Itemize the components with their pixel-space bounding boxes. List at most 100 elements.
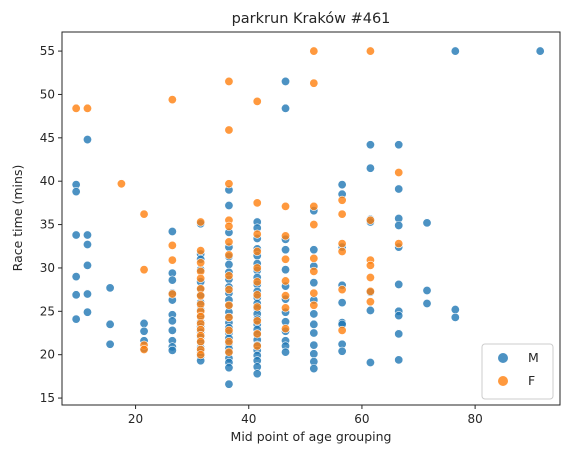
scatter-point-m: [82, 289, 92, 299]
scatter-point-m: [365, 163, 375, 173]
scatter-point-f: [309, 46, 319, 56]
scatter-point-f: [365, 46, 375, 56]
scatter-point-m: [71, 272, 81, 282]
scatter-point-m: [252, 369, 262, 379]
y-tick-label: 20: [40, 348, 55, 362]
scatter-point-f: [365, 215, 375, 225]
plot-border: [61, 31, 561, 406]
scatter-point-f: [252, 316, 262, 326]
scatter-point-f: [309, 288, 319, 298]
scatter-point-f: [337, 209, 347, 219]
plot-area: [61, 31, 561, 406]
scatter-point-m: [309, 364, 319, 374]
scatter-point-m: [309, 328, 319, 338]
scatter-point-m: [450, 305, 460, 315]
scatter-point-m: [394, 279, 404, 289]
y-tick-label: 45: [40, 131, 55, 145]
scatter-point-m: [422, 285, 432, 295]
scatter-point-f: [281, 231, 291, 241]
scatter-point-f: [116, 179, 126, 189]
scatter-point-f: [224, 300, 234, 310]
scatter-point-f: [394, 168, 404, 178]
x-tick-label: 40: [241, 412, 256, 426]
scatter-point-f: [309, 220, 319, 230]
legend-swatch-f: [498, 376, 508, 386]
scatter-point-m: [309, 309, 319, 319]
scatter-point-m: [167, 345, 177, 355]
x-tick-label: 60: [354, 412, 369, 426]
scatter-point-m: [167, 325, 177, 335]
scatter-point-f: [224, 285, 234, 295]
scatter-point-m: [167, 316, 177, 326]
scatter-point-f: [252, 229, 262, 239]
scatter-point-f: [337, 246, 347, 256]
y-tick-label: 35: [40, 218, 55, 232]
x-axis-label: Mid point of age grouping: [231, 429, 392, 444]
scatter-point-m: [281, 265, 291, 275]
scatter-point-f: [365, 260, 375, 270]
scatter-point-f: [71, 103, 81, 113]
y-tick-label: 55: [40, 44, 55, 58]
scatter-point-f: [309, 78, 319, 88]
scatter-point-f: [252, 341, 262, 351]
scatter-point-m: [224, 363, 234, 373]
scatter-point-f: [252, 198, 262, 208]
scatter-point-f: [281, 291, 291, 301]
scatter-point-f: [252, 329, 262, 339]
scatter-point-m: [167, 227, 177, 237]
scatter-point-m: [224, 259, 234, 269]
scatter-point-m: [394, 355, 404, 365]
scatter-point-f: [224, 347, 234, 357]
scatter-point-f: [365, 297, 375, 307]
scatter-point-f: [252, 302, 262, 312]
scatter-point-m: [281, 76, 291, 86]
legend-label-m: M: [528, 350, 539, 365]
scatter-point-m: [139, 318, 149, 328]
scatter-point-f: [196, 246, 206, 256]
scatter-point-f: [252, 246, 262, 256]
scatter-point-f: [337, 195, 347, 205]
scatter-point-f: [281, 303, 291, 313]
scatter-point-f: [309, 300, 319, 310]
scatter-point-m: [82, 135, 92, 145]
scatter-point-f: [281, 201, 291, 211]
scatter-point-m: [365, 140, 375, 150]
scatter-point-f: [196, 291, 206, 301]
scatter-point-f: [252, 96, 262, 106]
scatter-point-f: [224, 221, 234, 231]
scatter-point-m: [82, 260, 92, 270]
scatter-point-m: [281, 245, 291, 255]
chart-title: parkrun Kraków #461: [232, 11, 391, 27]
scatter-point-m: [82, 240, 92, 250]
scatter-point-f: [139, 344, 149, 354]
y-tick-label: 50: [40, 87, 55, 101]
scatter-point-m: [281, 103, 291, 113]
scatter-point-m: [309, 278, 319, 288]
scatter-point-m: [105, 319, 115, 329]
x-tick-label: 80: [467, 412, 482, 426]
scatter-point-m: [422, 218, 432, 228]
scatter-point-f: [337, 285, 347, 295]
scatter-point-m: [167, 275, 177, 285]
scatter-point-m: [422, 299, 432, 309]
points-layer: [71, 46, 545, 389]
scatter-point-m: [365, 357, 375, 367]
scatter-point-f: [309, 201, 319, 211]
scatter-point-f: [281, 276, 291, 286]
scatter-point-f: [224, 125, 234, 135]
x-axis-ticks: 20 40 60 80: [128, 405, 483, 426]
scatter-point-m: [394, 140, 404, 150]
scatter-point-f: [224, 250, 234, 260]
scatter-point-f: [167, 95, 177, 105]
scatter-point-m: [309, 245, 319, 255]
scatter-point-f: [365, 272, 375, 282]
scatter-point-m: [394, 184, 404, 194]
scatter-point-m: [365, 305, 375, 315]
x-tick-label: 20: [128, 412, 143, 426]
scatter-point-f: [196, 258, 206, 268]
scatter-point-f: [224, 325, 234, 335]
scatter-point-m: [450, 46, 460, 56]
scatter-point-f: [224, 76, 234, 86]
scatter-point-f: [224, 271, 234, 281]
